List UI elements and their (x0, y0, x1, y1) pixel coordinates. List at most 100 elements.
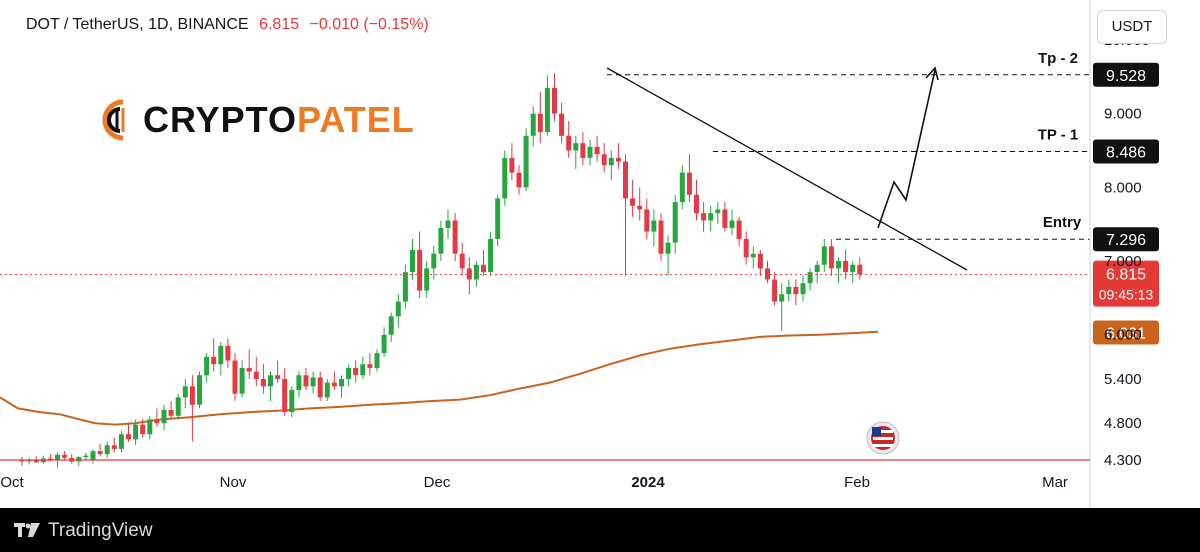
candle-body (509, 157, 515, 173)
candle-body (296, 375, 302, 390)
candle (97, 443, 103, 457)
candle (62, 451, 68, 460)
candle (672, 194, 678, 254)
candle (708, 205, 714, 232)
candle (828, 238, 834, 276)
candle-body (133, 424, 139, 440)
tradingview-brand[interactable]: TradingView (14, 520, 153, 542)
candle-body (516, 172, 522, 188)
candle-body (445, 220, 451, 228)
candle (466, 257, 472, 295)
logo-word-1: CRYPTO (143, 99, 298, 140)
candle-body (161, 409, 167, 424)
candle-body (630, 198, 636, 206)
candle-body (268, 375, 273, 387)
candle-body (367, 364, 373, 368)
candle (296, 371, 302, 398)
candle (289, 386, 295, 418)
candle-body (814, 264, 820, 273)
candle-body (331, 382, 337, 387)
candle-body (473, 264, 479, 280)
candle-body (47, 458, 53, 460)
candle-body (253, 371, 259, 379)
price-tag: 8.486 (1093, 139, 1159, 164)
candle (111, 437, 117, 453)
candle-body (232, 360, 238, 394)
candle (651, 209, 657, 247)
candle-body (83, 455, 89, 458)
candle-body (431, 253, 437, 269)
candle (402, 264, 408, 309)
price-tag-text: 7.296 (1106, 232, 1146, 249)
candle (772, 272, 778, 306)
candle (104, 441, 110, 458)
candle-body (282, 378, 288, 413)
candle (232, 353, 238, 402)
candle (623, 154, 628, 276)
candle (765, 261, 770, 284)
candle (786, 279, 792, 302)
price-tag-text: 8.486 (1106, 145, 1146, 162)
price-tag-bg (1093, 62, 1159, 87)
candle-body (537, 113, 543, 133)
candle-body (765, 268, 770, 280)
candle (573, 135, 579, 169)
candle (211, 338, 217, 372)
candle-body (410, 250, 415, 273)
ma-price-tag (1093, 320, 1159, 345)
candle (189, 375, 195, 442)
price-tag-text: 9.528 (1106, 68, 1146, 85)
x-tick-label: 2024 (631, 474, 665, 491)
candle (410, 238, 415, 280)
candle-body (104, 445, 110, 455)
candle-body (658, 220, 664, 254)
candle (161, 404, 167, 431)
candle (204, 353, 210, 383)
candle (481, 250, 486, 276)
candle (168, 401, 174, 420)
y-tick-label: 8.000 (1104, 179, 1142, 196)
flag-icon-canton (872, 427, 881, 436)
candle-body (694, 194, 699, 214)
candle (246, 349, 252, 379)
candle-body (388, 316, 394, 335)
candle (757, 250, 763, 276)
candle-body (786, 286, 792, 295)
candle-body (246, 367, 252, 372)
projection-path (877, 69, 936, 229)
candle (665, 235, 671, 276)
candle (239, 360, 245, 398)
candle (495, 194, 501, 247)
candle-body (147, 419, 153, 435)
candle-body (651, 220, 657, 232)
moving-average-line (0, 330, 879, 426)
candle (324, 378, 330, 402)
candle (779, 283, 785, 332)
candle-body (587, 146, 593, 158)
candle-body (807, 272, 813, 284)
candle (175, 393, 181, 420)
candle (800, 275, 806, 302)
candle (218, 342, 224, 376)
candle-body (495, 198, 501, 239)
candle-body (850, 264, 856, 273)
candle-body (218, 345, 224, 365)
candle-body (502, 157, 508, 199)
candle-body (310, 377, 316, 387)
candle (26, 457, 32, 465)
y-tick-label: 5.400 (1104, 371, 1142, 388)
symbol-header: DOT / TetherUS, 1D, BINANCE 6.815 −0.010… (26, 16, 429, 34)
candle-body (168, 409, 174, 416)
candle-body (672, 202, 678, 243)
candle-body (239, 367, 245, 394)
currency-button[interactable]: USDT (1097, 10, 1167, 44)
candle (260, 364, 266, 394)
price-chart[interactable]: Tp - 2 9.528 TP - 1 8.486 Entry 7.296 6.815 09:… (0, 0, 1200, 508)
candle-body (793, 286, 799, 295)
candle-body (523, 135, 529, 188)
candle-body (601, 154, 607, 166)
candle (701, 202, 707, 232)
candle-body (189, 386, 195, 405)
candle (388, 312, 394, 343)
candle (544, 75, 550, 136)
